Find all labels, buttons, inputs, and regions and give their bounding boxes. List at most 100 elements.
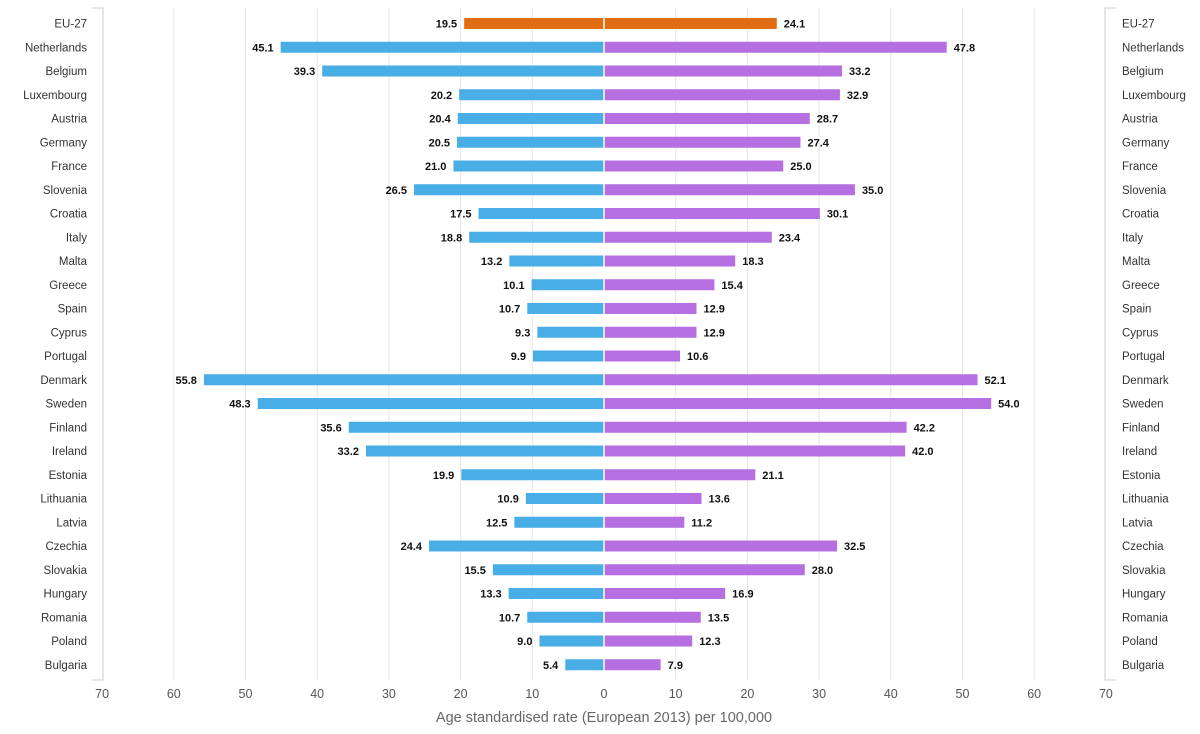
category-label-right: Cyprus — [1122, 327, 1159, 339]
category-label-left: Slovakia — [44, 565, 88, 577]
bar-left — [322, 65, 604, 77]
category-label-right: Luxembourg — [1122, 90, 1186, 102]
bar-left — [565, 659, 604, 671]
bar-left — [453, 160, 604, 172]
x-tick-label: 20 — [454, 687, 468, 701]
x-tick-label: 70 — [95, 687, 109, 701]
category-label-right: Netherlands — [1122, 42, 1184, 54]
value-label-left: 17.5 — [450, 209, 471, 221]
value-labels: 19.5 24.1 45.1 47.8 39.3 33.2 20.2 32.9 20.4 28.7… — [175, 19, 1019, 672]
value-label-left: 35.6 — [320, 422, 341, 434]
bar-left — [365, 445, 604, 457]
category-label-left: Netherlands — [25, 42, 87, 54]
bar-right — [604, 445, 906, 457]
value-label-right: 15.4 — [721, 280, 743, 292]
bar-right — [604, 89, 840, 101]
category-label-right: France — [1122, 161, 1158, 173]
category-label-right: Lithuania — [1122, 494, 1169, 506]
value-label-left: 9.0 — [517, 636, 532, 648]
category-labels: EU-27 EU-27 Netherlands Netherlands Belgium B… — [23, 19, 1186, 672]
x-tick-label: 0 — [601, 687, 608, 701]
category-label-left: Czechia — [45, 541, 87, 553]
bar-left — [469, 231, 604, 243]
bar-left — [509, 255, 604, 267]
category-label-right: Greece — [1122, 280, 1160, 292]
bar-right — [604, 421, 907, 433]
x-tick-label: 40 — [884, 687, 898, 701]
category-label-left: Malta — [59, 256, 88, 268]
bar-right — [604, 113, 810, 124]
x-tick-label: 50 — [956, 687, 970, 701]
bar-right — [604, 303, 697, 314]
bar-right — [604, 398, 992, 409]
category-label-right: Ireland — [1122, 446, 1157, 458]
bar-left — [514, 516, 604, 528]
bar-right — [604, 659, 661, 671]
category-label-right: Denmark — [1122, 375, 1169, 387]
value-label-right: 25.0 — [790, 161, 811, 173]
bar-left — [280, 41, 604, 53]
value-label-right: 28.0 — [812, 565, 833, 577]
category-label-left: Croatia — [50, 209, 88, 221]
value-label-right: 42.2 — [914, 422, 935, 434]
value-label-right: 7.9 — [668, 660, 683, 672]
bar-left — [539, 635, 604, 647]
category-label-right: Austria — [1122, 114, 1158, 126]
x-tick-label: 50 — [239, 687, 253, 701]
x-tick-label: 60 — [1027, 687, 1041, 701]
value-label-left: 10.7 — [499, 612, 520, 624]
category-label-left: Ireland — [52, 446, 87, 458]
value-label-left: 15.5 — [464, 565, 485, 577]
category-label-right: Slovakia — [1122, 565, 1166, 577]
bar-right — [604, 564, 805, 576]
category-label-left: Romania — [41, 612, 88, 624]
bar-left — [459, 89, 604, 101]
x-tick-label: 10 — [669, 687, 683, 701]
category-label-right: Italy — [1122, 232, 1143, 244]
right-category-bracket — [1104, 7, 1116, 681]
bar-right — [604, 136, 801, 148]
category-label-right: Croatia — [1122, 209, 1160, 221]
category-label-left: Poland — [51, 636, 87, 648]
left-category-bracket — [92, 7, 104, 681]
bar-right — [604, 516, 685, 528]
category-label-right: Latvia — [1122, 517, 1153, 529]
value-label-left: 21.0 — [425, 161, 446, 173]
value-label-right: 12.9 — [703, 327, 724, 339]
bar-left — [527, 611, 604, 623]
value-label-left: 48.3 — [229, 399, 250, 411]
bar-right — [604, 279, 715, 291]
bar-left — [478, 208, 604, 219]
category-label-left: Latvia — [56, 517, 87, 529]
category-label-right: Portugal — [1122, 351, 1165, 363]
value-label-right: 47.8 — [954, 42, 975, 54]
value-label-right: 23.4 — [779, 232, 801, 244]
bar-right — [604, 231, 772, 243]
category-brackets — [92, 7, 1116, 681]
category-label-right: Slovenia — [1122, 185, 1167, 197]
category-label-left: EU-27 — [54, 19, 87, 31]
value-label-left: 13.3 — [480, 589, 501, 601]
bar-right — [604, 635, 693, 647]
bar-left — [527, 303, 604, 314]
bar-right — [604, 374, 978, 386]
value-label-left: 9.3 — [515, 327, 530, 339]
bar-right — [604, 184, 855, 196]
category-label-right: Hungary — [1122, 589, 1166, 601]
category-label-right: Estonia — [1122, 470, 1161, 482]
category-label-left: Sweden — [45, 399, 87, 411]
bar-right — [604, 611, 701, 623]
category-label-left: Austria — [51, 114, 87, 126]
value-label-right: 32.9 — [847, 90, 868, 102]
value-label-right: 32.5 — [844, 541, 865, 553]
value-label-left: 45.1 — [252, 42, 273, 54]
category-label-right: EU-27 — [1122, 19, 1155, 31]
x-tick-label: 60 — [167, 687, 181, 701]
category-label-left: Slovenia — [43, 185, 88, 197]
value-label-left: 19.9 — [433, 470, 454, 482]
bar-right — [604, 326, 697, 338]
value-label-right: 42.0 — [912, 446, 933, 458]
bar-left — [492, 564, 604, 576]
bar-left — [464, 18, 604, 29]
